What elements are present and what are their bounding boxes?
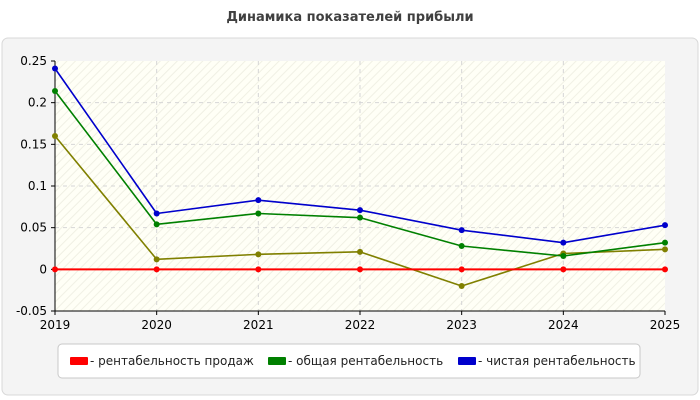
data-point-1 [357,248,363,255]
legend-swatch [268,357,286,365]
x-tick-label: 2019 [40,318,71,332]
data-point-3 [662,222,668,229]
x-tick-label: 2021 [243,318,274,332]
x-tick-label: 2023 [446,318,477,332]
x-tick-label: 2022 [345,318,376,332]
data-point-0 [662,266,668,273]
data-point-0 [52,266,58,273]
y-tick-label: 0.2 [28,96,47,110]
y-tick-label: 0.25 [20,54,47,68]
y-tick-label: 0 [39,262,47,276]
y-tick-label: 0.1 [28,179,47,193]
data-point-3 [153,210,160,217]
legend-swatch [70,357,88,365]
data-point-1 [458,283,465,289]
data-point-2 [52,88,58,94]
data-point-1 [153,256,160,263]
x-tick-label: 2024 [548,318,579,332]
data-point-1 [52,133,58,139]
data-point-1 [662,246,668,253]
data-point-3 [560,239,567,246]
data-point-0 [153,266,160,273]
y-tick-label: -0.05 [16,304,47,318]
legend-label: - общая рентабельность [288,354,443,368]
y-tick-label: 0.15 [20,137,47,151]
data-point-0 [560,266,567,273]
data-point-2 [357,214,363,221]
data-point-3 [357,207,363,214]
y-tick-label: 0.05 [20,221,47,235]
data-point-0 [255,266,262,273]
x-tick-label: 2020 [141,318,172,332]
legend-label: - чистая рентабельность [478,354,636,368]
chart-title: Динамика показателей прибыли [226,10,474,25]
legend-box [57,343,641,379]
data-point-2 [560,253,567,259]
data-point-2 [458,243,465,249]
data-point-3 [255,197,262,204]
legend-swatch [458,357,476,365]
data-point-2 [255,210,262,217]
data-point-3 [458,227,465,234]
data-point-0 [357,266,363,273]
data-point-2 [662,239,668,246]
data-point-0 [458,266,465,273]
data-point-1 [255,251,262,258]
legend-label: - рентабельность продаж [90,354,254,368]
data-point-2 [153,221,160,228]
data-point-3 [52,65,58,72]
x-tick-label: 2025 [650,318,681,332]
